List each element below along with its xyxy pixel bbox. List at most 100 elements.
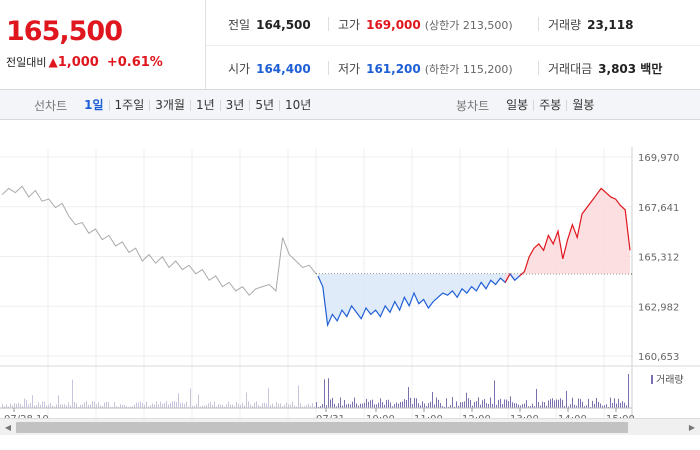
volume-bar xyxy=(190,388,191,408)
tab-10year[interactable]: 10년 xyxy=(285,97,312,112)
open-value: 164,400 xyxy=(256,62,311,76)
volume-bar xyxy=(206,405,207,408)
volume-bar xyxy=(582,401,583,408)
volume-bar xyxy=(454,406,455,408)
volume-bar xyxy=(550,399,551,408)
volume-bar xyxy=(34,405,35,408)
volume-bar xyxy=(420,405,421,408)
divider xyxy=(538,17,539,31)
volume-bar xyxy=(302,406,303,408)
volume-bar xyxy=(280,403,281,408)
volume-bar xyxy=(166,401,167,408)
volume-bar xyxy=(192,406,193,408)
amount-stat: 거래대금 3,803 백만 xyxy=(548,60,662,77)
scrollbar-thumb[interactable] xyxy=(16,422,628,433)
chart-period-tabbar: 선차트 1일 1주일 3개월 1년 3년 5년 10년 봉차트 일봉 주봉 월봉 xyxy=(0,90,700,120)
volume-bar xyxy=(178,393,179,408)
tab-monthly-candle[interactable]: 월봉 xyxy=(572,97,595,112)
volume-bar xyxy=(546,405,547,408)
volume-bar xyxy=(156,401,157,408)
volume-bar xyxy=(6,404,7,408)
change-value: 1,000 xyxy=(57,55,99,70)
volume-bar xyxy=(52,405,53,408)
prev-close-value: 164,500 xyxy=(256,18,311,32)
volume-legend-label: 거래량 xyxy=(656,374,684,386)
volume-bar xyxy=(96,404,97,408)
volume-bar xyxy=(332,397,333,408)
volume-bar xyxy=(16,404,17,408)
volume-stat: 거래량 23,118 xyxy=(548,16,633,33)
volume-bar xyxy=(518,404,519,408)
volume-bar xyxy=(306,405,307,408)
intraday-price-chart[interactable]: 169,970167,641165,312162,982160,653거래량07… xyxy=(0,120,700,450)
volume-bar xyxy=(136,402,137,408)
volume-bar xyxy=(548,400,549,408)
volume-bar xyxy=(586,405,587,408)
volume-bar xyxy=(238,403,239,408)
volume-bar xyxy=(572,397,573,408)
volume-bar xyxy=(138,402,139,408)
volume-bar xyxy=(286,402,287,408)
current-price-box: 165,500 전일대비 ▲1,000 +0.61% xyxy=(0,0,206,90)
prev-close-label: 전일 xyxy=(228,18,251,32)
volume-bar xyxy=(282,406,283,408)
candle-chart-tabs: 봉차트 일봉 주봉 월봉 xyxy=(456,90,599,120)
volume-bar xyxy=(184,403,185,408)
tab-3year[interactable]: 3년 xyxy=(221,99,251,111)
volume-bar xyxy=(626,405,627,408)
volume-bar xyxy=(356,403,357,408)
volume-bar xyxy=(438,399,439,408)
tab-weekly-candle[interactable]: 주봉 xyxy=(534,99,568,111)
scroll-right-icon[interactable]: ▶ xyxy=(688,423,696,432)
volume-bar xyxy=(494,380,495,408)
tab-3month[interactable]: 3개월 xyxy=(150,99,191,111)
up-price-line xyxy=(519,187,631,277)
volume-bar xyxy=(272,403,273,408)
volume-bar xyxy=(466,392,467,408)
volume-bar xyxy=(42,401,43,408)
tab-1week[interactable]: 1주일 xyxy=(110,99,151,111)
volume-bar xyxy=(312,403,313,408)
volume-bar xyxy=(520,405,521,408)
tab-1day[interactable]: 1일 xyxy=(79,99,110,111)
volume-bar xyxy=(232,404,233,408)
volume-bar xyxy=(460,402,461,408)
volume-bar xyxy=(154,404,155,408)
volume-bar xyxy=(324,379,325,408)
volume-bar xyxy=(74,401,75,408)
volume-bar xyxy=(390,402,391,408)
volume-bar xyxy=(448,406,449,408)
volume-bar xyxy=(526,400,527,408)
volume-bar xyxy=(18,402,19,408)
change-percent: +0.61% xyxy=(106,55,163,70)
volume-bar xyxy=(240,404,241,408)
volume-bar xyxy=(90,404,91,408)
volume-bar xyxy=(368,401,369,408)
price-chart-area[interactable]: 169,970167,641165,312162,982160,653거래량07… xyxy=(0,120,700,450)
volume-bar xyxy=(4,406,5,408)
tab-5year[interactable]: 5년 xyxy=(250,99,281,111)
tab-daily-candle[interactable]: 일봉 xyxy=(501,99,535,111)
scroll-left-icon[interactable]: ◀ xyxy=(4,423,12,432)
volume-bar xyxy=(314,406,315,408)
tab-1year[interactable]: 1년 xyxy=(191,99,221,111)
volume-bar xyxy=(276,402,277,408)
volume-bar xyxy=(566,390,567,408)
upper-limit: (상한가 213,500) xyxy=(424,19,513,32)
volume-bar xyxy=(386,400,387,408)
volume-bar xyxy=(328,378,329,408)
line-chart-label: 선차트 xyxy=(34,98,68,113)
volume-bar xyxy=(412,403,413,408)
y-tick-label: 162,982 xyxy=(638,302,679,313)
volume-bar xyxy=(388,399,389,408)
volume-bar xyxy=(222,405,223,408)
volume-bar xyxy=(80,404,81,408)
volume-bar xyxy=(70,405,71,408)
volume-bar xyxy=(530,406,531,408)
volume-bar xyxy=(504,399,505,408)
volume-bar xyxy=(202,405,203,408)
volume-bar xyxy=(126,406,127,408)
volume-bar xyxy=(428,403,429,408)
volume-bar xyxy=(60,404,61,408)
